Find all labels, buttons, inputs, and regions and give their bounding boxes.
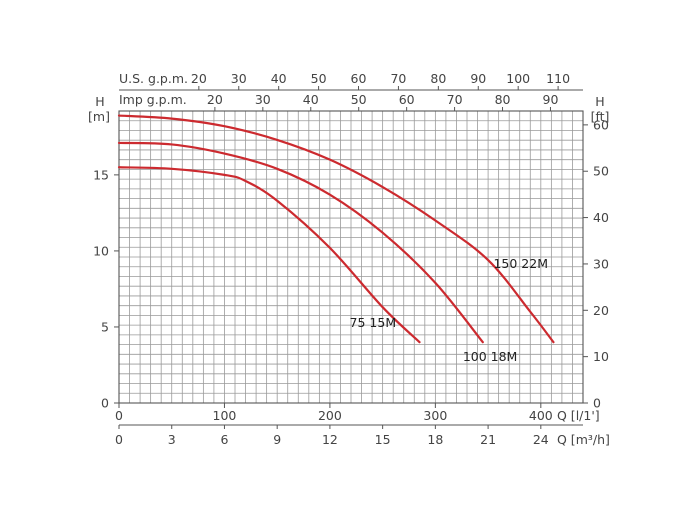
us-gpm-tick-label: 100 (506, 71, 530, 86)
y-right-tick-label: 30 (593, 256, 609, 271)
y-right-tick-label: 20 (593, 303, 609, 318)
q-m3h-tick-label: 9 (273, 432, 281, 447)
q-m3h-tick-label: 24 (533, 432, 549, 447)
imp-gpm-axis-title: Imp g.p.m. (119, 92, 187, 107)
q-m3h-axis-title: Q [m³/h] (557, 432, 610, 447)
q-lmin-tick-label: 100 (213, 408, 237, 423)
q-m3h-tick-label: 0 (115, 432, 123, 447)
q-m3h-tick-label: 21 (480, 432, 496, 447)
imp-gpm-tick-label: 40 (303, 92, 319, 107)
curve-100-18m (117, 141, 484, 344)
y-left-tick-label: 10 (93, 243, 109, 258)
y-right-tick-label: 60 (593, 117, 609, 132)
q-lmin-axis-title: Q [l/1'] (557, 408, 600, 423)
q-m3h-tick-label: 18 (427, 432, 443, 447)
y-right-tick-label: 10 (593, 349, 609, 364)
curve-75-15m (117, 166, 421, 344)
q-lmin-tick-label: 400 (529, 408, 553, 423)
q-m3h-tick-label: 12 (322, 432, 338, 447)
imp-gpm-tick-label: 60 (399, 92, 415, 107)
series-label-75-15m: 75 15M (350, 315, 397, 330)
series-label-100-18m: 100 18M (463, 349, 518, 364)
curve-150-22m (117, 114, 555, 344)
us-gpm-tick-label: 40 (271, 71, 287, 86)
us-gpm-tick-label: 110 (546, 71, 570, 86)
imp-gpm-tick-label: 90 (543, 92, 559, 107)
y-right-tick-label: 40 (593, 210, 609, 225)
series-label-150-22m: 150 22M (493, 256, 548, 271)
plot-frame (118, 110, 584, 404)
q-lmin-tick-label: 200 (318, 408, 342, 423)
y-left-tick-label: 0 (101, 396, 109, 411)
y-right-axis-unit: [ft] (591, 109, 610, 124)
imp-gpm-tick-label: 80 (495, 92, 511, 107)
q-m3h-tick-label: 3 (168, 432, 176, 447)
y-right-axis-title: H (595, 94, 604, 109)
q-m3h-tick-label: 15 (375, 432, 391, 447)
imp-gpm-tick-label: 30 (255, 92, 271, 107)
axes (114, 86, 588, 429)
q-lmin-tick-label: 0 (115, 408, 123, 423)
us-gpm-tick-label: 60 (351, 71, 367, 86)
us-gpm-tick-label: 80 (430, 71, 446, 86)
y-left-axis-title: H (95, 94, 104, 109)
y-right-tick-label: 0 (593, 396, 601, 411)
us-gpm-tick-label: 70 (390, 71, 406, 86)
series-curves (117, 114, 555, 344)
y-left-tick-label: 5 (101, 319, 109, 334)
us-gpm-tick-label: 30 (231, 71, 247, 86)
y-left-axis-unit: [m] (88, 109, 110, 124)
imp-gpm-tick-label: 50 (351, 92, 367, 107)
imp-gpm-tick-label: 20 (207, 92, 223, 107)
q-lmin-tick-label: 300 (423, 408, 447, 423)
us-gpm-tick-label: 90 (470, 71, 486, 86)
us-gpm-axis-title: U.S. g.p.m. (119, 71, 188, 86)
us-gpm-tick-label: 50 (311, 71, 327, 86)
imp-gpm-tick-label: 70 (447, 92, 463, 107)
y-right-tick-label: 50 (593, 164, 609, 179)
q-m3h-tick-label: 6 (220, 432, 228, 447)
y-left-tick-label: 15 (93, 167, 109, 182)
us-gpm-tick-label: 20 (191, 71, 207, 86)
